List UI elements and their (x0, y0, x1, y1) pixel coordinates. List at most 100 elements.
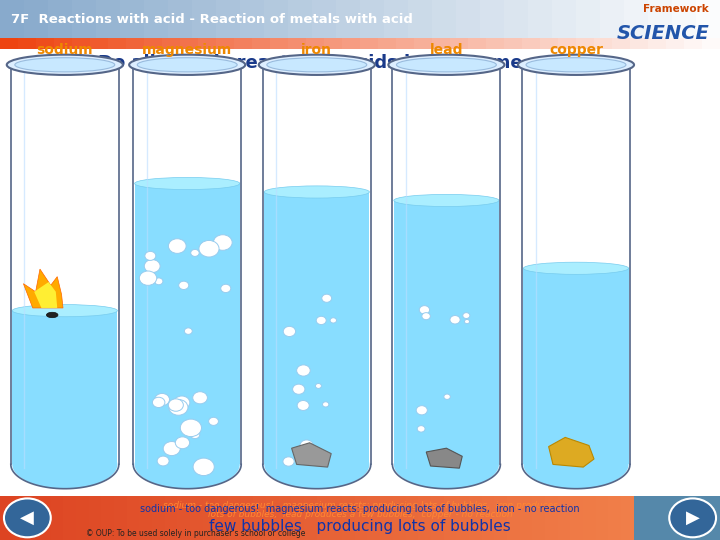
Ellipse shape (417, 426, 425, 432)
Bar (50, 496, 64, 540)
Ellipse shape (138, 58, 237, 72)
Ellipse shape (670, 498, 716, 537)
Ellipse shape (392, 440, 500, 489)
Bar (140, 496, 153, 540)
Bar (456, 0, 481, 39)
Ellipse shape (157, 456, 169, 466)
Bar (367, 496, 381, 540)
Bar (72, 0, 96, 39)
Bar (216, 0, 240, 39)
Ellipse shape (264, 440, 369, 489)
Bar (0, 496, 14, 540)
Ellipse shape (444, 394, 450, 400)
Text: ▶: ▶ (685, 509, 700, 527)
Bar (270, 38, 289, 49)
Bar (215, 496, 229, 540)
Polygon shape (35, 282, 58, 308)
Bar (494, 496, 508, 540)
Text: Do all metals react with acids in the same way?: Do all metals react with acids in the sa… (98, 54, 579, 72)
Bar (324, 38, 343, 49)
Bar (317, 496, 330, 540)
Bar (36, 38, 55, 49)
Bar (408, 0, 433, 39)
Bar (612, 38, 631, 49)
Bar (306, 38, 325, 49)
Bar (330, 496, 343, 540)
Ellipse shape (209, 417, 218, 426)
Bar (288, 38, 307, 49)
Bar (468, 38, 487, 49)
Ellipse shape (129, 55, 246, 75)
Ellipse shape (168, 239, 186, 253)
Ellipse shape (168, 399, 184, 411)
Ellipse shape (193, 392, 207, 404)
Bar (240, 496, 254, 540)
Bar (621, 496, 634, 540)
Ellipse shape (163, 442, 180, 456)
Ellipse shape (155, 278, 163, 285)
Bar (504, 38, 523, 49)
Bar (432, 0, 456, 39)
Bar (432, 38, 451, 49)
Text: Framework: Framework (644, 4, 709, 15)
Bar (384, 0, 409, 39)
Bar (480, 0, 505, 39)
Ellipse shape (180, 419, 202, 437)
Ellipse shape (12, 440, 117, 489)
Bar (192, 0, 217, 39)
Polygon shape (292, 443, 331, 467)
Bar (76, 496, 89, 540)
Bar (190, 496, 204, 540)
Bar (456, 496, 469, 540)
Ellipse shape (191, 249, 199, 256)
Ellipse shape (297, 365, 310, 376)
Bar (666, 38, 685, 49)
Bar (594, 38, 613, 49)
Ellipse shape (388, 55, 505, 75)
Ellipse shape (283, 457, 294, 466)
Ellipse shape (133, 440, 241, 489)
Bar (0, 22, 720, 497)
Bar (342, 38, 361, 49)
Bar (624, 0, 649, 39)
Polygon shape (426, 448, 462, 468)
Bar (13, 496, 26, 540)
Bar (234, 38, 253, 49)
Text: lead: lead (430, 43, 463, 57)
Ellipse shape (174, 396, 190, 409)
Ellipse shape (46, 312, 58, 318)
Ellipse shape (179, 281, 189, 289)
Ellipse shape (394, 194, 499, 206)
Bar (108, 38, 127, 49)
Bar (528, 0, 553, 39)
Bar (312, 0, 337, 39)
Bar (12, 310, 117, 464)
Bar (264, 192, 369, 464)
Bar (18, 38, 37, 49)
Ellipse shape (323, 402, 329, 407)
Bar (266, 496, 279, 540)
Bar (570, 496, 584, 540)
Bar (520, 496, 533, 540)
Bar (634, 496, 720, 540)
Text: magnesium: magnesium (142, 43, 233, 57)
Bar (0, 0, 24, 39)
Bar (360, 38, 379, 49)
Ellipse shape (263, 440, 371, 489)
Bar (648, 0, 672, 39)
Bar (595, 496, 609, 540)
Bar (600, 0, 625, 39)
Ellipse shape (526, 58, 626, 72)
Bar (133, 65, 241, 464)
Bar (540, 38, 559, 49)
Ellipse shape (416, 406, 428, 415)
Bar (507, 496, 521, 540)
Bar (380, 496, 394, 540)
Ellipse shape (264, 186, 369, 198)
Text: 7F  Reactions with acid - Reaction of metals with acid: 7F Reactions with acid - Reaction of met… (11, 14, 413, 26)
Bar (545, 496, 558, 540)
Ellipse shape (322, 294, 332, 302)
Ellipse shape (135, 440, 240, 489)
Ellipse shape (192, 428, 199, 435)
Bar (431, 496, 444, 540)
